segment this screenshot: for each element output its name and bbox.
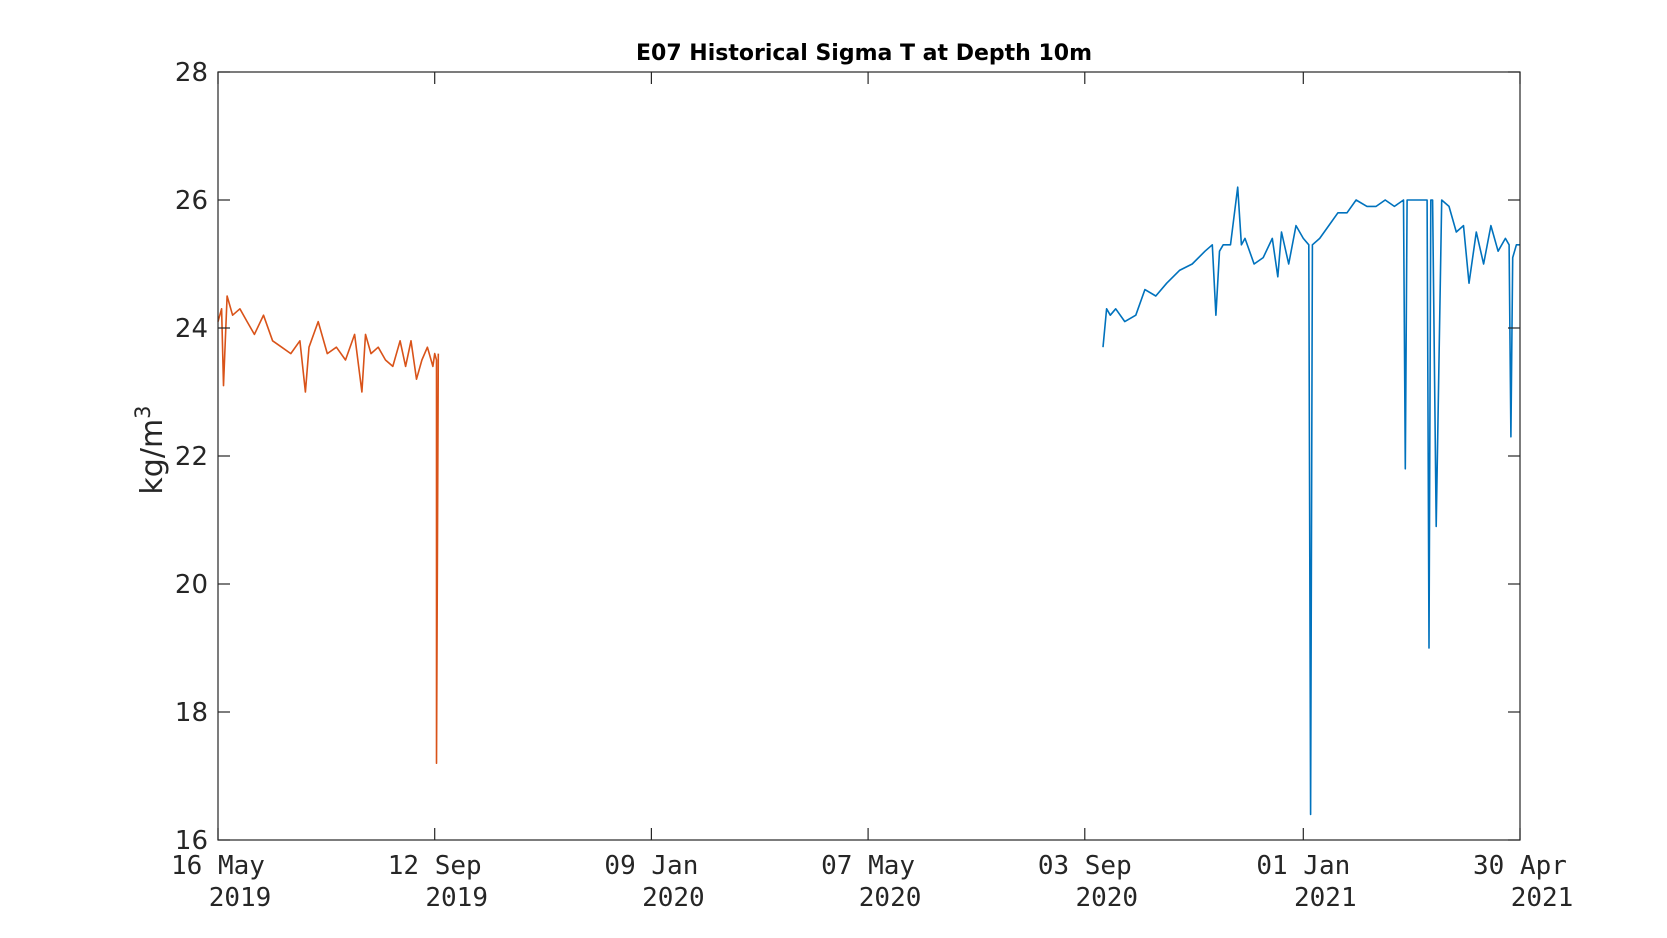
x-tick-label-year: 2020 — [859, 883, 922, 913]
chart-title: E07 Historical Sigma T at Depth 10m — [636, 41, 1092, 66]
y-axis-label-exponent: 3 — [131, 405, 155, 418]
y-tick-label: 16 — [175, 826, 208, 856]
y-axis-label-unit: kg/m — [135, 419, 170, 495]
x-tick-label-date: 07 May — [821, 851, 915, 881]
series-line-1 — [217, 295, 440, 765]
x-tick-label-date: 09 Jan — [604, 851, 698, 881]
y-tick-label: 20 — [175, 570, 208, 600]
x-tick-label-date: 03 Sep — [1038, 851, 1132, 881]
y-tick-label: 26 — [175, 186, 208, 216]
x-tick-label-year: 2021 — [1294, 883, 1357, 913]
plot-area-frame — [217, 71, 1521, 841]
y-tick-label: 22 — [175, 442, 208, 472]
x-tick-label-year: 2021 — [1511, 883, 1574, 913]
series-layer — [217, 186, 1520, 816]
x-tick-label-date: 30 Apr — [1473, 851, 1567, 881]
x-tick-label-date: 12 Sep — [388, 851, 482, 881]
series-line-2 — [1102, 186, 1520, 816]
y-tick-label: 28 — [175, 58, 208, 88]
x-tick-label-year: 2019 — [425, 883, 488, 913]
x-tick-label-year: 2020 — [642, 883, 705, 913]
y-axis-label: kg/m3 — [131, 405, 170, 494]
x-tick-label-date: 16 May — [171, 851, 265, 881]
x-tick-label-date: 01 Jan — [1256, 851, 1350, 881]
x-tick-label-year: 2020 — [1075, 883, 1138, 913]
x-tick-label-year: 2019 — [209, 883, 272, 913]
y-tick-label: 18 — [175, 698, 208, 728]
y-tick-label: 24 — [175, 314, 208, 344]
